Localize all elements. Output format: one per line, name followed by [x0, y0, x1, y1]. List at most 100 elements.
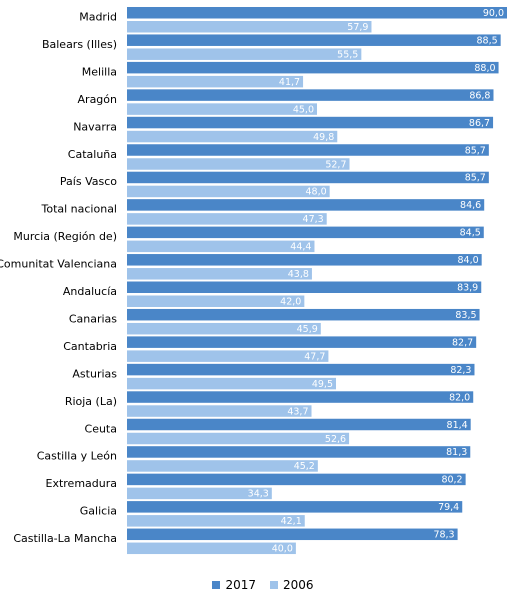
bar-2017-andalucia — [127, 281, 482, 293]
bar-2017-comunitat-valenciana — [127, 254, 482, 266]
bar-2006-canarias — [127, 322, 321, 335]
value-label-2017-pais-vasco: 85,7 — [465, 173, 486, 184]
value-label-2017-ceuta: 81,4 — [447, 420, 468, 431]
bar-2017-rioja-la — [127, 391, 474, 403]
bar-2006-aragon — [127, 103, 317, 115]
value-label-2006-cataluna: 52,7 — [325, 159, 346, 170]
value-label-2006-comunitat-valenciana: 43,8 — [288, 269, 309, 280]
bar-2017-aragon — [127, 89, 494, 101]
bar-2017-castilla-y-leon — [127, 446, 471, 458]
category-label-navarra: Navarra — [73, 120, 117, 133]
value-label-2017-comunitat-valenciana: 84,0 — [458, 255, 479, 266]
bar-2006-murcia-region-de — [127, 240, 315, 253]
bar-2006-comunitat-valenciana — [127, 268, 312, 280]
category-label-castilla-la-mancha: Castilla-La Mancha — [13, 532, 117, 545]
value-label-2017-cantabria: 82,7 — [452, 337, 473, 348]
bar-2006-cataluna — [127, 158, 350, 170]
value-label-2017-castilla-y-leon: 81,3 — [446, 447, 467, 458]
bar-2006-extremadura — [127, 487, 272, 500]
bar-2017-galicia — [127, 501, 463, 513]
value-label-2017-navarra: 86,7 — [469, 118, 490, 129]
legend: 2017 2006 — [0, 578, 526, 592]
value-label-2017-galicia: 79,4 — [438, 502, 459, 513]
bar-2017-extremadura — [127, 473, 466, 486]
value-label-2006-canarias: 45,9 — [297, 324, 318, 335]
value-label-2017-madrid: 90,0 — [483, 8, 504, 19]
bar-2006-asturias — [127, 377, 336, 390]
category-label-galicia: Galicia — [80, 505, 117, 518]
bar-2017-madrid — [127, 7, 507, 19]
bar-2017-pais-vasco — [127, 171, 489, 184]
value-label-2006-castilla-y-leon: 45,2 — [294, 461, 315, 472]
value-label-2006-melilla: 41,7 — [279, 77, 300, 88]
bar-2017-ceuta — [127, 418, 471, 431]
category-label-madrid: Madrid — [79, 11, 117, 24]
bar-2006-navarra — [127, 130, 338, 143]
legend-label-2017: 2017 — [225, 578, 256, 592]
category-label-melilla: Melilla — [82, 65, 117, 78]
value-label-2017-asturias: 82,3 — [450, 365, 471, 376]
category-label-canarias: Canarias — [69, 312, 117, 325]
bar-2017-navarra — [127, 116, 494, 129]
bar-2017-balears-illes — [127, 34, 501, 46]
bar-2006-galicia — [127, 515, 305, 527]
value-label-2006-madrid: 57,9 — [347, 22, 368, 33]
bar-2017-total-nacional — [127, 199, 485, 211]
value-label-2017-total-nacional: 84,6 — [460, 200, 481, 211]
value-label-2017-andalucia: 83,9 — [457, 283, 478, 294]
value-label-2006-aragon: 45,0 — [293, 104, 314, 115]
category-label-balears-illes: Balears (Illes) — [42, 38, 117, 51]
value-label-2017-aragon: 86,8 — [469, 90, 490, 101]
value-label-2006-balears-illes: 55,5 — [337, 49, 358, 60]
bar-2017-cataluna — [127, 144, 489, 156]
category-label-castilla-y-leon: Castilla y León — [37, 450, 117, 463]
bar-2017-asturias — [127, 363, 475, 376]
bar-2006-rioja-la — [127, 405, 312, 417]
bar-2006-andalucia — [127, 295, 305, 307]
value-label-2006-cantabria: 47,7 — [304, 351, 325, 362]
value-label-2017-castilla-la-mancha: 78,3 — [433, 530, 454, 541]
category-label-extremadura: Extremadura — [46, 477, 118, 490]
category-label-total-nacional: Total nacional — [40, 203, 117, 216]
bar-2006-total-nacional — [127, 213, 327, 225]
category-label-cataluna: Cataluña — [68, 148, 117, 161]
plot-area: Madrid 90,0 57,9 Balears (Illes) 88,5 55,5 Mel… — [0, 7, 507, 555]
bar-2006-castilla-la-mancha — [127, 542, 296, 555]
bar-2017-castilla-la-mancha — [127, 528, 458, 541]
value-label-2006-pais-vasco: 48,0 — [306, 187, 327, 198]
value-label-2017-balears-illes: 88,5 — [477, 35, 498, 46]
category-label-andalucia: Andalucía — [63, 285, 117, 298]
bar-2006-melilla — [127, 75, 304, 88]
legend-label-2006: 2006 — [283, 578, 314, 592]
value-label-2017-murcia-region-de: 84,5 — [460, 228, 481, 239]
legend-item-2006: 2006 — [270, 578, 314, 592]
category-label-aragon: Aragón — [78, 93, 118, 106]
value-label-2017-cataluna: 85,7 — [465, 145, 486, 156]
bar-2006-balears-illes — [127, 48, 362, 60]
value-label-2006-murcia-region-de: 44,4 — [290, 242, 311, 253]
bar-2017-cantabria — [127, 336, 477, 348]
bar-2006-cantabria — [127, 350, 329, 362]
legend-item-2017: 2017 — [212, 578, 256, 592]
category-label-rioja-la: Rioja (La) — [65, 395, 117, 408]
bar-2017-canarias — [127, 308, 480, 321]
value-label-2006-castilla-la-mancha: 40,0 — [272, 544, 293, 555]
value-label-2006-navarra: 49,8 — [313, 132, 334, 143]
value-label-2006-galicia: 42,1 — [281, 516, 302, 527]
bar-2017-murcia-region-de — [127, 226, 484, 239]
value-label-2006-asturias: 49,5 — [312, 379, 333, 390]
value-label-2017-melilla: 88,0 — [474, 63, 495, 74]
legend-swatch-2006 — [270, 581, 278, 589]
bar-2017-melilla — [127, 61, 499, 74]
value-label-2006-extremadura: 34,3 — [248, 489, 269, 500]
category-label-murcia-region-de: Murcia (Región de) — [13, 230, 117, 243]
category-label-cantabria: Cantabria — [63, 340, 117, 353]
category-label-pais-vasco: País Vasco — [60, 175, 117, 188]
value-label-2006-total-nacional: 47,3 — [303, 214, 324, 225]
category-label-ceuta: Ceuta — [85, 422, 117, 435]
value-label-2006-ceuta: 52,6 — [325, 434, 346, 445]
legend-swatch-2017 — [212, 581, 221, 589]
value-label-2006-rioja-la: 43,7 — [287, 406, 308, 417]
value-label-2017-canarias: 83,5 — [455, 310, 476, 321]
